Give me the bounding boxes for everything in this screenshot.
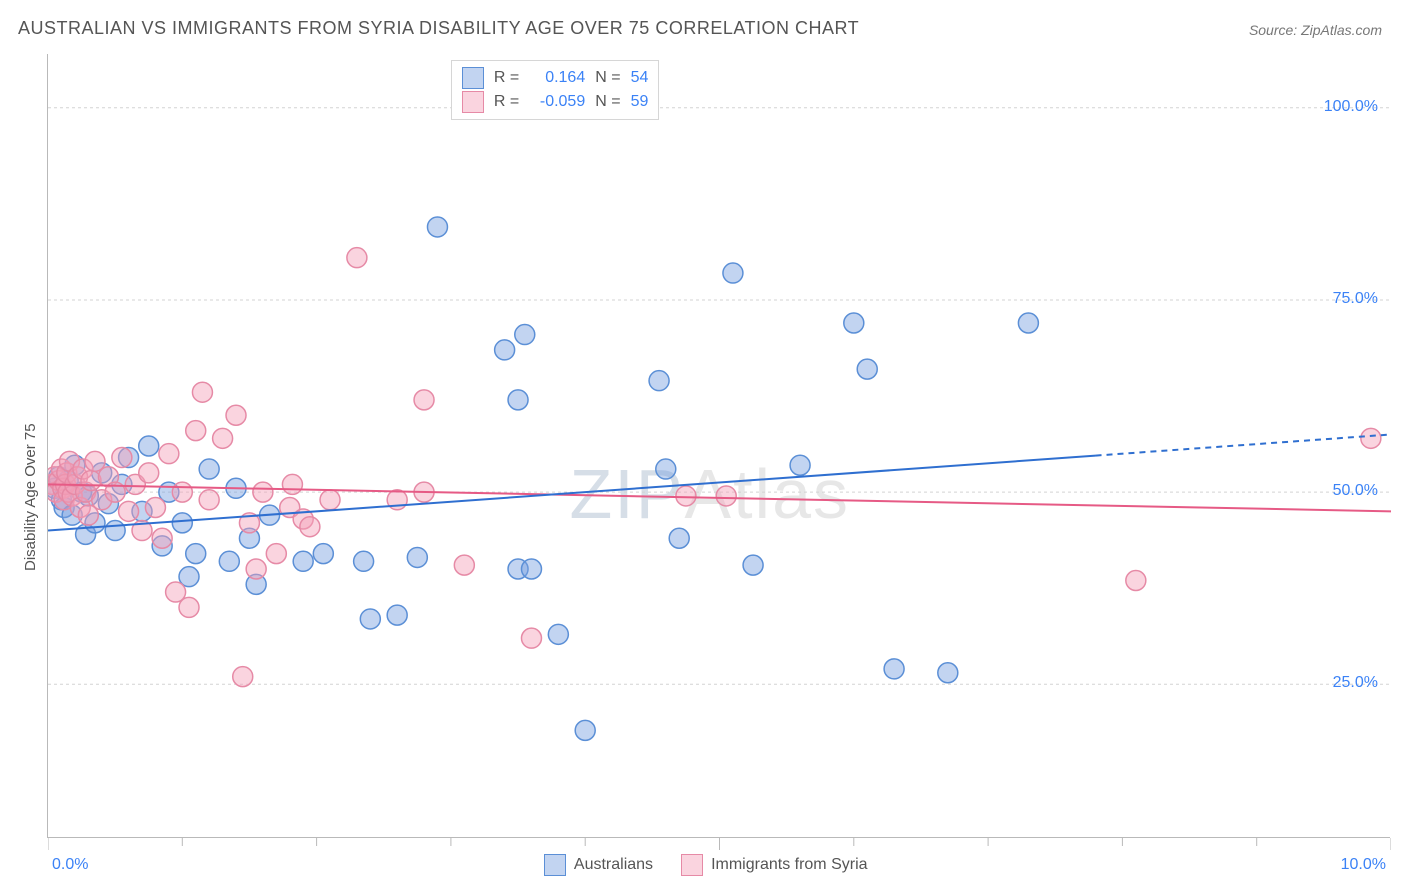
y-tick-label: 100.0% bbox=[1324, 98, 1378, 116]
legend-series-item: Australians bbox=[544, 854, 653, 876]
scatter-point bbox=[844, 313, 864, 333]
legend-swatch bbox=[544, 854, 566, 876]
scatter-point bbox=[508, 390, 528, 410]
scatter-point bbox=[656, 459, 676, 479]
scatter-point bbox=[159, 444, 179, 464]
legend-swatch bbox=[462, 91, 484, 113]
plot-area: ZIPAtlas R =0.164N =54R =-0.059N =59 25.… bbox=[47, 54, 1390, 838]
legend-series-label: Immigrants from Syria bbox=[711, 856, 867, 874]
scatter-point bbox=[186, 544, 206, 564]
scatter-point bbox=[233, 667, 253, 687]
scatter-point bbox=[414, 390, 434, 410]
chart-title: AUSTRALIAN VS IMMIGRANTS FROM SYRIA DISA… bbox=[18, 18, 859, 39]
scatter-point bbox=[179, 597, 199, 617]
scatter-point bbox=[105, 521, 125, 541]
legend-corr-row: R = -0.059 N = 59 bbox=[462, 91, 648, 113]
scatter-point bbox=[1126, 571, 1146, 591]
legend-swatch bbox=[681, 854, 703, 876]
scatter-point bbox=[716, 486, 736, 506]
scatter-point bbox=[676, 486, 696, 506]
scatter-point bbox=[192, 382, 212, 402]
scatter-point bbox=[575, 720, 595, 740]
scatter-point bbox=[152, 528, 172, 548]
legend-n-value: 59 bbox=[631, 93, 649, 111]
scatter-point bbox=[354, 551, 374, 571]
scatter-point bbox=[521, 559, 541, 579]
legend-r-label: R = bbox=[494, 93, 519, 111]
y-tick-label: 50.0% bbox=[1333, 482, 1378, 500]
scatter-point bbox=[360, 609, 380, 629]
scatter-point bbox=[1018, 313, 1038, 333]
scatter-point bbox=[300, 517, 320, 537]
scatter-point bbox=[139, 463, 159, 483]
scatter-point bbox=[495, 340, 515, 360]
x-tick-label: 10.0% bbox=[1341, 856, 1386, 874]
scatter-point bbox=[282, 474, 302, 494]
scatter-point bbox=[427, 217, 447, 237]
scatter-point bbox=[139, 436, 159, 456]
scatter-point bbox=[938, 663, 958, 683]
legend-series-item: Immigrants from Syria bbox=[681, 854, 867, 876]
source-label: Source: ZipAtlas.com bbox=[1249, 22, 1382, 38]
scatter-point bbox=[515, 325, 535, 345]
legend-n-value: 54 bbox=[631, 69, 649, 87]
legend-r-value: -0.059 bbox=[529, 93, 585, 111]
legend-series-label: Australians bbox=[574, 856, 653, 874]
scatter-point bbox=[186, 421, 206, 441]
scatter-point bbox=[548, 624, 568, 644]
x-tick-label: 0.0% bbox=[52, 856, 88, 874]
scatter-point bbox=[521, 628, 541, 648]
legend-series: Australians Immigrants from Syria bbox=[544, 854, 868, 876]
scatter-point bbox=[293, 551, 313, 571]
scatter-point bbox=[1361, 428, 1381, 448]
scatter-point bbox=[226, 405, 246, 425]
scatter-point bbox=[112, 448, 132, 468]
scatter-point bbox=[649, 371, 669, 391]
scatter-point bbox=[119, 501, 139, 521]
scatter-point bbox=[213, 428, 233, 448]
legend-n-label: N = bbox=[595, 69, 620, 87]
plot-svg bbox=[48, 54, 1391, 852]
scatter-point bbox=[407, 547, 427, 567]
legend-swatch bbox=[462, 67, 484, 89]
scatter-point bbox=[81, 471, 101, 491]
scatter-point bbox=[743, 555, 763, 575]
legend-corr-row: R = 0.164 N = 54 bbox=[462, 67, 648, 89]
y-tick-label: 75.0% bbox=[1333, 290, 1378, 308]
scatter-point bbox=[246, 559, 266, 579]
legend-correlation: R = 0.164 N = 54 R = -0.059 N = 59 bbox=[451, 60, 659, 120]
scatter-point bbox=[253, 482, 273, 502]
scatter-point bbox=[723, 263, 743, 283]
scatter-point bbox=[454, 555, 474, 575]
scatter-point bbox=[266, 544, 286, 564]
scatter-point bbox=[199, 459, 219, 479]
scatter-point bbox=[884, 659, 904, 679]
scatter-point bbox=[857, 359, 877, 379]
scatter-point bbox=[199, 490, 219, 510]
legend-r-label: R = bbox=[494, 69, 519, 87]
scatter-point bbox=[172, 482, 192, 502]
scatter-point bbox=[320, 490, 340, 510]
y-tick-label: 25.0% bbox=[1333, 674, 1378, 692]
scatter-point bbox=[172, 513, 192, 533]
scatter-point bbox=[347, 248, 367, 268]
scatter-point bbox=[219, 551, 239, 571]
trend-line-extrap bbox=[1096, 434, 1391, 455]
legend-r-value: 0.164 bbox=[529, 69, 585, 87]
y-axis-label: Disability Age Over 75 bbox=[22, 424, 39, 572]
scatter-point bbox=[669, 528, 689, 548]
scatter-point bbox=[387, 605, 407, 625]
scatter-point bbox=[790, 455, 810, 475]
legend-n-label: N = bbox=[595, 93, 620, 111]
scatter-point bbox=[145, 497, 165, 517]
scatter-point bbox=[313, 544, 333, 564]
